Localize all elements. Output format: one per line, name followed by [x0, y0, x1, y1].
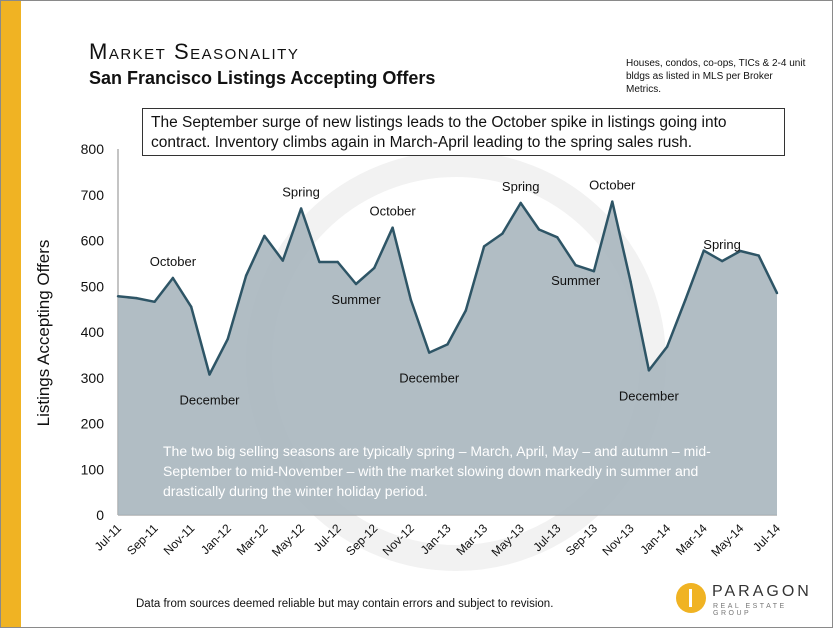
season-annotation: Summer: [331, 292, 381, 307]
y-axis-label: Listings Accepting Offers: [34, 240, 53, 427]
data-point: [336, 260, 339, 264]
season-annotation: December: [180, 393, 241, 408]
x-tick-label: Nov-11: [161, 521, 198, 558]
y-tick-label: 600: [81, 233, 105, 249]
x-tick-label: Jul-12: [311, 521, 344, 554]
y-tick-label: 200: [81, 416, 105, 432]
x-tick-label: Jul-14: [750, 521, 783, 554]
data-point: [116, 295, 120, 298]
data-point: [629, 280, 632, 283]
season-annotation: Spring: [282, 184, 320, 199]
x-tick-label: May-14: [708, 521, 746, 559]
chart-title: Market Seasonality: [89, 39, 300, 64]
season-annotation: Spring: [703, 237, 741, 252]
x-tick-label: Sep-13: [563, 521, 600, 558]
x-tick-label: Sep-11: [124, 521, 161, 558]
x-tick-label: Mar-13: [453, 521, 490, 558]
data-point: [171, 276, 175, 280]
data-point: [501, 232, 504, 235]
data-point: [482, 245, 486, 248]
y-tick-label: 0: [96, 507, 104, 523]
data-point: [647, 369, 651, 372]
source-note: Houses, condos, co-ops, TICs & 2-4 unit …: [626, 58, 806, 95]
disclaimer: Data from sources deemed reliable but ma…: [136, 598, 554, 610]
season-annotation: Spring: [502, 179, 540, 194]
logo-tagline: REAL ESTATE GROUP: [713, 603, 787, 617]
x-tick-label: Nov-13: [599, 521, 636, 558]
data-point: [556, 236, 559, 239]
x-tick-label: Mar-14: [673, 521, 710, 558]
data-point: [281, 259, 284, 262]
logo-name: PARAGON: [712, 583, 812, 600]
data-point: [611, 200, 614, 203]
season-annotation: December: [399, 371, 460, 386]
data-point: [592, 270, 596, 273]
x-tick-label: Mar-12: [234, 521, 271, 558]
data-point: [702, 249, 705, 252]
data-point: [263, 234, 266, 238]
data-point: [208, 373, 211, 376]
data-point: [720, 259, 724, 263]
y-tick-label: 400: [81, 324, 105, 340]
data-point: [757, 254, 760, 257]
data-point: [464, 309, 467, 312]
x-tick-label: Jan-13: [418, 521, 454, 557]
data-point: [318, 260, 321, 264]
data-point: [299, 207, 303, 210]
data-point: [244, 274, 248, 277]
data-point: [153, 300, 156, 303]
y-tick-label: 800: [81, 141, 105, 157]
data-point: [190, 305, 193, 308]
data-point: [373, 266, 376, 270]
x-tick-label: Sep-12: [343, 521, 380, 558]
data-point: [354, 282, 358, 286]
data-point: [574, 264, 577, 267]
x-tick-label: Jul-11: [92, 521, 125, 554]
chart-subtitle: San Francisco Listings Accepting Offers: [89, 68, 436, 88]
x-tick-label: Nov-12: [380, 521, 417, 558]
x-tick-label: Jul-13: [530, 521, 563, 554]
data-point: [409, 298, 413, 302]
data-point: [537, 228, 541, 231]
x-tick-label: May-13: [489, 521, 527, 559]
data-point: [428, 351, 431, 354]
data-point: [391, 226, 394, 229]
season-annotation: October: [150, 254, 197, 269]
x-tick-label: Jan-14: [637, 521, 673, 557]
area-fill: [118, 201, 777, 515]
season-annotation: October: [369, 204, 416, 219]
top-annotation-box: The September surge of new listings lead…: [142, 108, 785, 156]
paragon-logo: PARAGON REAL ESTATE GROUP: [676, 581, 826, 617]
x-tick-label: May-12: [269, 521, 307, 559]
y-tick-label: 100: [81, 461, 105, 477]
data-point: [666, 345, 669, 348]
data-point: [775, 291, 779, 295]
logo-mark-icon: [676, 583, 706, 613]
x-tick-label: Jan-12: [198, 521, 234, 557]
data-point: [226, 337, 229, 341]
data-point: [739, 249, 742, 253]
body-annotation-text: The two big selling seasons are typicall…: [163, 443, 711, 499]
data-point: [446, 343, 449, 346]
season-annotation: October: [589, 178, 636, 193]
season-annotation: December: [619, 388, 680, 403]
season-annotation: Summer: [551, 273, 601, 288]
data-point: [519, 201, 522, 205]
data-point: [684, 298, 687, 301]
y-tick-label: 300: [81, 370, 105, 386]
y-tick-label: 700: [81, 187, 105, 203]
accent-bar: [1, 1, 21, 627]
y-tick-label: 500: [81, 278, 105, 294]
data-point: [135, 296, 138, 300]
